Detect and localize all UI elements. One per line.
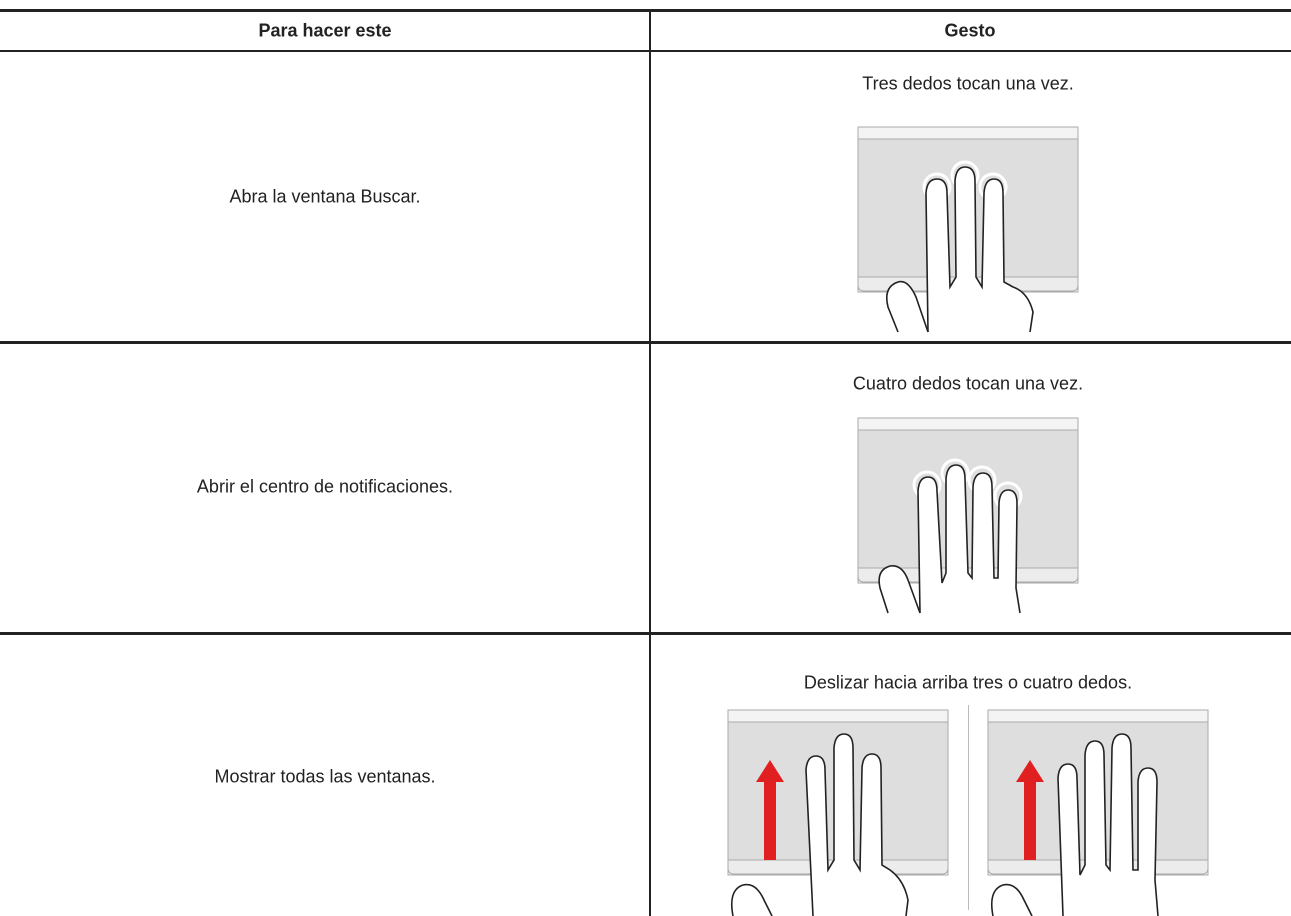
illustration-divider (968, 705, 969, 910)
header-cell: Para hacer este (258, 20, 392, 41)
three-finger-tap-illustration (857, 126, 1079, 333)
column-divider (649, 9, 651, 916)
action-text: Abrir el centro de notificaciones. (196, 476, 454, 497)
four-finger-tap-illustration (857, 417, 1079, 614)
header-border (0, 50, 1291, 52)
row-border (0, 632, 1291, 635)
gesture-text: Deslizar hacia arriba tres o cuatro dedo… (803, 672, 1133, 693)
three-finger-swipe-illustration (727, 709, 949, 916)
action-text: Mostrar todas las ventanas. (214, 766, 436, 787)
gesture-text: Cuatro dedos tocan una vez. (852, 373, 1084, 394)
row-border (0, 341, 1291, 344)
gesture-text: Tres dedos tocan una vez. (862, 73, 1074, 94)
header-cell: Gesto (944, 20, 996, 41)
action-text: Abra la ventana Buscar. (229, 186, 421, 207)
top-border (0, 9, 1291, 12)
four-finger-swipe-illustration (987, 709, 1209, 916)
